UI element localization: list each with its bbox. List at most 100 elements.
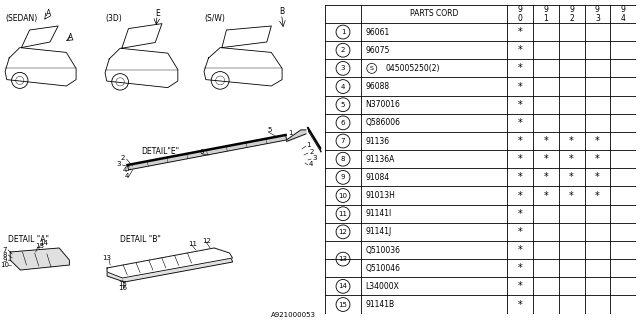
- Text: 10: 10: [0, 262, 9, 268]
- Text: Q586006: Q586006: [365, 118, 401, 127]
- Text: 91013H: 91013H: [365, 191, 396, 200]
- Text: *: *: [569, 136, 574, 146]
- Text: A921000053: A921000053: [271, 312, 316, 318]
- Text: *: *: [569, 190, 574, 201]
- Text: DETAIL"E": DETAIL"E": [141, 148, 179, 156]
- Text: 8: 8: [2, 252, 6, 258]
- Text: B: B: [280, 7, 285, 17]
- Text: 96075: 96075: [365, 46, 390, 55]
- Text: *: *: [543, 190, 548, 201]
- Text: 11: 11: [339, 211, 348, 217]
- Text: Q510046: Q510046: [365, 264, 401, 273]
- Text: 2: 2: [341, 47, 345, 53]
- Text: *: *: [518, 209, 522, 219]
- Text: 6: 6: [200, 149, 204, 155]
- Text: 12: 12: [339, 229, 348, 235]
- Text: DETAIL "A": DETAIL "A": [8, 236, 49, 244]
- Text: *: *: [518, 136, 522, 146]
- Text: *: *: [569, 172, 574, 182]
- Text: N370016: N370016: [365, 100, 401, 109]
- Text: *: *: [518, 154, 522, 164]
- Text: *: *: [518, 118, 522, 128]
- Text: *: *: [518, 172, 522, 182]
- Text: 7: 7: [2, 247, 6, 253]
- Text: 12: 12: [202, 238, 211, 244]
- Text: 14: 14: [339, 283, 348, 289]
- Text: 11: 11: [189, 241, 198, 247]
- Text: 9
2: 9 2: [569, 5, 574, 22]
- Text: 1: 1: [289, 130, 293, 136]
- Text: *: *: [518, 245, 522, 255]
- Polygon shape: [107, 248, 232, 282]
- Text: 13: 13: [36, 243, 45, 249]
- Text: 96061: 96061: [365, 28, 390, 36]
- Text: 91136A: 91136A: [365, 155, 395, 164]
- Text: PARTS CORD: PARTS CORD: [410, 9, 458, 18]
- Text: 96088: 96088: [365, 82, 390, 91]
- Text: *: *: [518, 227, 522, 237]
- Text: (S/W): (S/W): [204, 13, 225, 22]
- Text: *: *: [518, 190, 522, 201]
- Text: 91141I: 91141I: [365, 209, 392, 218]
- Text: 8: 8: [340, 156, 345, 162]
- Text: S: S: [370, 66, 374, 71]
- Text: 2: 2: [309, 149, 314, 155]
- Text: E: E: [155, 9, 160, 18]
- Text: 13: 13: [102, 255, 111, 261]
- Text: *: *: [518, 263, 522, 273]
- Text: *: *: [518, 27, 522, 37]
- Text: 4: 4: [122, 167, 127, 173]
- Text: 9
0: 9 0: [518, 5, 522, 22]
- Text: 10: 10: [339, 193, 348, 198]
- Polygon shape: [287, 130, 306, 142]
- Text: *: *: [518, 82, 522, 92]
- Text: 6: 6: [340, 120, 345, 126]
- Text: 5: 5: [268, 127, 271, 133]
- Text: 4: 4: [124, 173, 129, 179]
- Polygon shape: [127, 135, 287, 170]
- Polygon shape: [10, 248, 69, 270]
- Text: 91136: 91136: [365, 137, 390, 146]
- Text: 91141J: 91141J: [365, 227, 392, 236]
- Text: 5: 5: [341, 102, 345, 108]
- Polygon shape: [122, 24, 162, 48]
- Text: 3: 3: [312, 155, 317, 161]
- Text: *: *: [595, 172, 600, 182]
- Text: 91084: 91084: [365, 173, 390, 182]
- Text: *: *: [543, 172, 548, 182]
- Text: *: *: [518, 300, 522, 309]
- Text: 15: 15: [118, 281, 127, 287]
- Text: A: A: [68, 33, 74, 42]
- Polygon shape: [21, 26, 58, 48]
- Text: 16: 16: [118, 285, 127, 291]
- Text: 9
3: 9 3: [595, 5, 600, 22]
- Text: 9
4: 9 4: [621, 5, 626, 22]
- Text: 9: 9: [340, 174, 345, 180]
- Text: 3: 3: [116, 161, 121, 167]
- Text: *: *: [518, 45, 522, 55]
- Text: 1: 1: [306, 142, 310, 148]
- Text: 1: 1: [340, 29, 345, 35]
- Text: 4: 4: [341, 84, 345, 90]
- Text: Q510036: Q510036: [365, 245, 401, 254]
- Text: 14: 14: [39, 240, 47, 246]
- Polygon shape: [5, 48, 76, 86]
- Text: 15: 15: [339, 301, 348, 308]
- Text: 13: 13: [339, 256, 348, 262]
- Text: (SEDAN): (SEDAN): [5, 13, 37, 22]
- Text: *: *: [518, 63, 522, 73]
- Polygon shape: [308, 128, 321, 152]
- Text: *: *: [518, 100, 522, 110]
- Text: *: *: [543, 136, 548, 146]
- Polygon shape: [204, 48, 282, 86]
- Text: 7: 7: [340, 138, 345, 144]
- Text: 045005250(2): 045005250(2): [386, 64, 440, 73]
- Text: *: *: [595, 136, 600, 146]
- Text: 91141B: 91141B: [365, 300, 395, 309]
- Text: *: *: [543, 154, 548, 164]
- Text: 2: 2: [120, 155, 125, 161]
- Text: *: *: [569, 154, 574, 164]
- Polygon shape: [105, 48, 178, 88]
- Text: *: *: [595, 190, 600, 201]
- Text: 4: 4: [309, 161, 314, 167]
